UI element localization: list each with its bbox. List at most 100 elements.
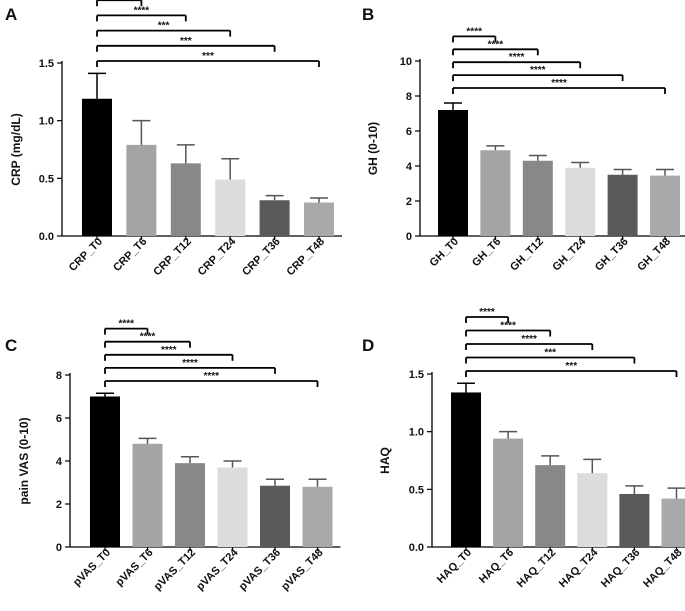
category-label: CRP_T36 bbox=[240, 236, 283, 279]
significance-label: **** bbox=[111, 0, 127, 1]
category-label: CRP_T48 bbox=[284, 236, 327, 279]
category-label: GH_T48 bbox=[635, 236, 673, 274]
significance-label: **** bbox=[140, 332, 156, 343]
significance-label: **** bbox=[182, 358, 198, 369]
category-label: CRP_T12 bbox=[151, 236, 194, 279]
bar-haq_t48 bbox=[661, 498, 685, 547]
bar-gh_t24 bbox=[565, 167, 596, 236]
category-label: pVAS_T36 bbox=[237, 547, 283, 593]
significance-label: **** bbox=[118, 319, 134, 330]
bar-pvas_t12 bbox=[175, 463, 205, 547]
y-tick-label: 1.5 bbox=[409, 369, 424, 381]
y-tick-label: 0.0 bbox=[39, 231, 54, 243]
y-tick-label: 0.5 bbox=[39, 173, 54, 185]
significance-label: **** bbox=[509, 52, 525, 63]
y-tick-label: 6 bbox=[406, 126, 412, 138]
significance-label: **** bbox=[521, 334, 537, 345]
bar-haq_t12 bbox=[535, 465, 566, 547]
category-label: CRP_T24 bbox=[196, 235, 239, 278]
category-label: HAQ_T24 bbox=[557, 546, 601, 590]
category-label: GH_T0 bbox=[428, 236, 462, 270]
bar-crp_t24 bbox=[215, 179, 246, 236]
y-tick-label: 4 bbox=[56, 456, 63, 468]
significance-label: **** bbox=[203, 371, 219, 382]
panel-letter: A bbox=[5, 5, 17, 24]
significance-label: **** bbox=[466, 26, 482, 37]
significance-label: *** bbox=[565, 361, 577, 372]
bar-haq_t36 bbox=[619, 493, 650, 547]
category-label: GH_T24 bbox=[550, 235, 589, 274]
panel-letter: D bbox=[362, 336, 374, 355]
bar-pvas_t0 bbox=[90, 396, 120, 547]
y-tick-label: 6 bbox=[56, 413, 62, 425]
category-label: HAQ_T36 bbox=[599, 547, 643, 591]
category-label: pVAS_T12 bbox=[152, 547, 198, 593]
y-tick-label: 8 bbox=[56, 370, 62, 382]
bar-gh_t36 bbox=[607, 174, 638, 236]
significance-label: *** bbox=[202, 51, 214, 62]
significance-label: *** bbox=[180, 36, 192, 47]
category-label: HAQ_T0 bbox=[435, 547, 474, 586]
bar-pvas_t6 bbox=[132, 443, 163, 547]
y-tick-label: 4 bbox=[406, 161, 413, 173]
significance-label: **** bbox=[500, 321, 516, 332]
y-axis-label: CRP (mg/dL) bbox=[9, 113, 23, 185]
y-tick-label: 1.0 bbox=[39, 116, 54, 128]
bar-pvas_t36 bbox=[260, 485, 290, 547]
category-label: GH_T12 bbox=[508, 236, 546, 274]
bar-crp_t6 bbox=[126, 144, 157, 236]
y-axis-label: GH (0-10) bbox=[366, 122, 380, 175]
category-label: pVAS_T0 bbox=[71, 547, 113, 589]
significance-label: *** bbox=[158, 21, 170, 32]
bar-pvas_t48 bbox=[302, 486, 333, 547]
y-tick-label: 0.5 bbox=[409, 484, 424, 496]
y-tick-label: 2 bbox=[56, 499, 62, 511]
category-label: GH_T36 bbox=[593, 236, 631, 274]
bar-haq_t6 bbox=[493, 438, 524, 547]
significance-label: **** bbox=[134, 5, 150, 16]
category-label: CRP_T6 bbox=[111, 236, 149, 274]
bar-gh_t12 bbox=[522, 160, 553, 236]
category-label: HAQ_T6 bbox=[477, 547, 516, 586]
y-tick-label: 2 bbox=[406, 196, 412, 208]
panel-letter: B bbox=[362, 5, 374, 24]
category-label: CRP_T0 bbox=[67, 236, 105, 274]
bar-gh_t6 bbox=[480, 150, 511, 236]
bar-crp_t36 bbox=[259, 200, 290, 236]
y-tick-label: 1.5 bbox=[39, 58, 54, 70]
significance-label: **** bbox=[530, 65, 546, 76]
significance-label: *** bbox=[544, 348, 556, 359]
bar-crp_t48 bbox=[304, 202, 334, 236]
bar-gh_t0 bbox=[438, 110, 468, 236]
panel-letter: C bbox=[5, 336, 17, 355]
bar-crp_t0 bbox=[82, 98, 112, 237]
y-axis-label: pain VAS (0-10) bbox=[17, 417, 31, 504]
significance-label: **** bbox=[488, 39, 504, 50]
y-tick-label: 10 bbox=[400, 56, 412, 68]
bar-haq_t0 bbox=[451, 392, 481, 547]
y-tick-label: 1.0 bbox=[409, 427, 424, 439]
y-tick-label: 0.0 bbox=[409, 542, 424, 554]
bar-crp_t12 bbox=[170, 163, 201, 236]
y-axis-label: HAQ bbox=[378, 447, 392, 474]
significance-label: **** bbox=[479, 307, 495, 318]
category-label: pVAS_T48 bbox=[279, 547, 325, 593]
bar-pvas_t24 bbox=[217, 467, 248, 547]
y-tick-label: 0 bbox=[56, 542, 62, 554]
category-label: pVAS_T6 bbox=[114, 547, 156, 589]
y-tick-label: 8 bbox=[406, 91, 412, 103]
category-label: pVAS_T24 bbox=[194, 546, 241, 593]
category-label: HAQ_T12 bbox=[515, 547, 559, 591]
bar-haq_t24 bbox=[577, 473, 608, 547]
y-tick-label: 0 bbox=[406, 231, 412, 243]
category-label: GH_T6 bbox=[470, 236, 504, 270]
significance-label: **** bbox=[551, 78, 567, 89]
category-label: HAQ_T48 bbox=[641, 547, 685, 591]
bar-gh_t48 bbox=[650, 175, 680, 236]
significance-label: **** bbox=[161, 345, 177, 356]
